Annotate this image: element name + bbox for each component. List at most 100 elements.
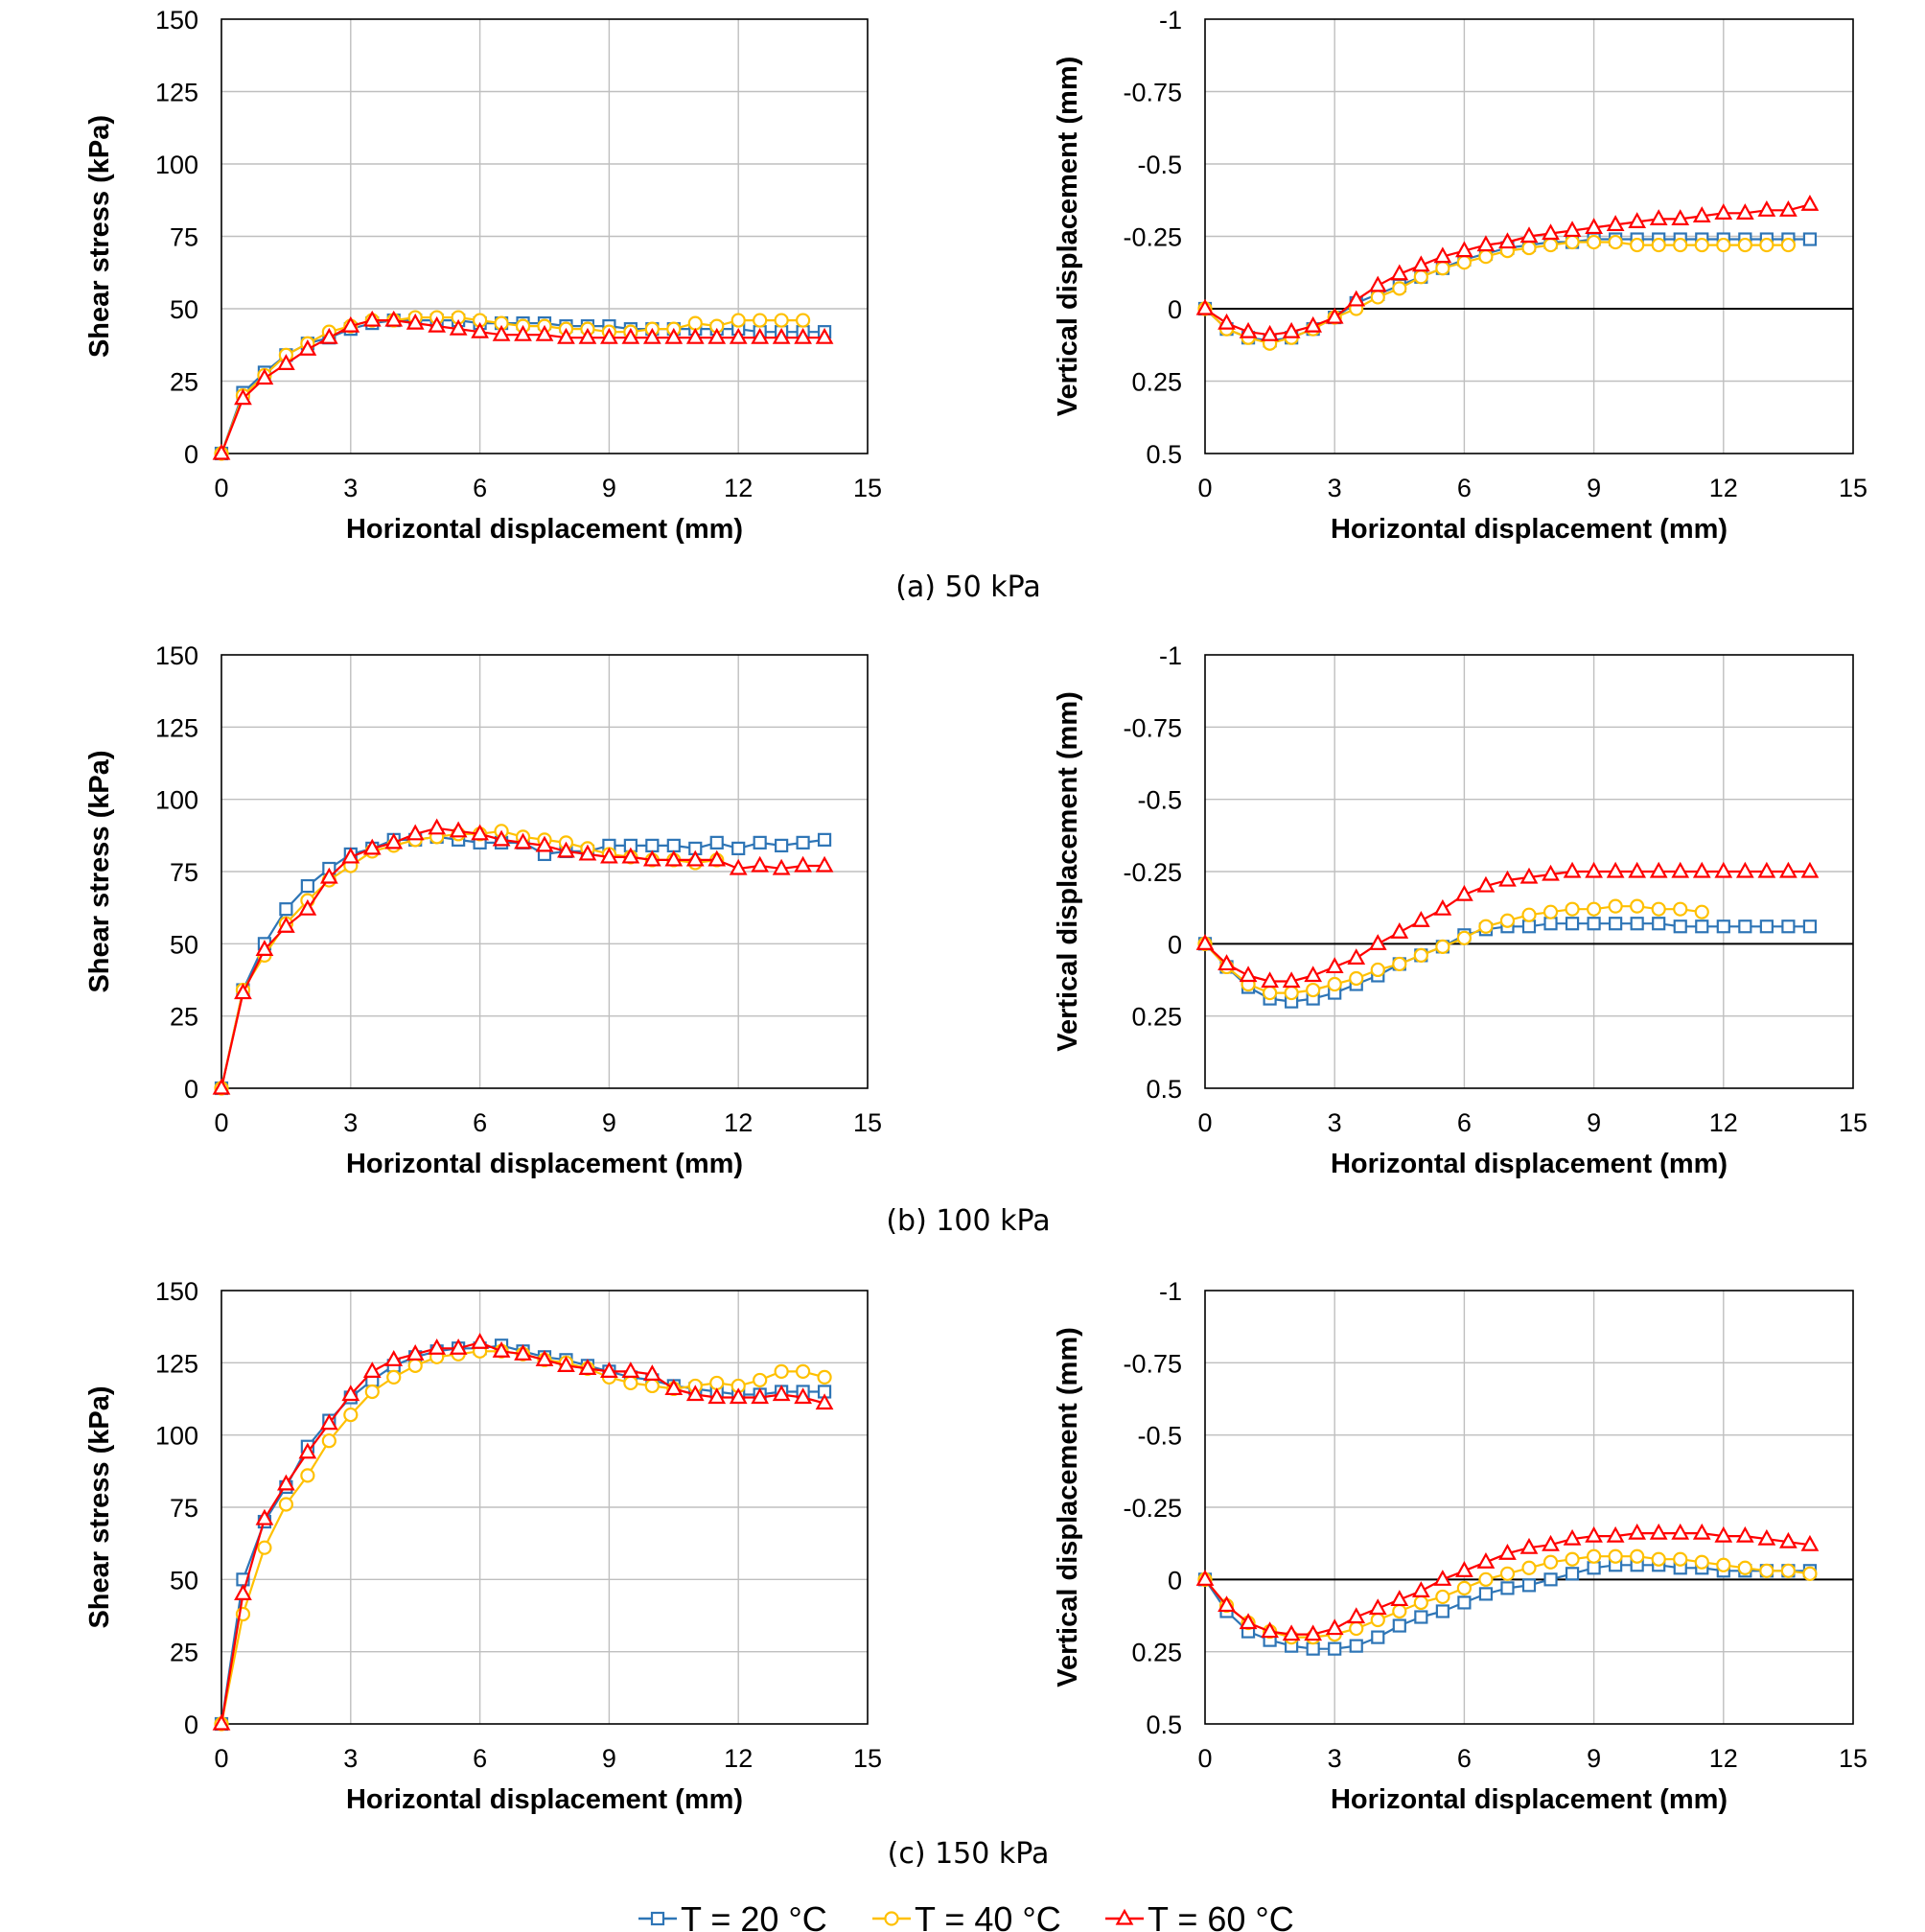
data-point bbox=[751, 855, 770, 873]
y-tick-label: 0 bbox=[1168, 295, 1182, 324]
data-point bbox=[298, 1442, 317, 1459]
data-point bbox=[255, 1508, 274, 1525]
plot-area-frame bbox=[220, 18, 869, 454]
data-point bbox=[578, 1359, 597, 1375]
data-point bbox=[1261, 1621, 1279, 1639]
data-point bbox=[535, 324, 554, 341]
x-tick-label: 0 bbox=[214, 1108, 228, 1137]
data-point bbox=[255, 368, 274, 385]
x-tick-label: 12 bbox=[1709, 474, 1738, 502]
data-point bbox=[1349, 1620, 1364, 1637]
legend-marker-icon bbox=[650, 1911, 665, 1926]
data-point bbox=[1347, 948, 1366, 966]
data-point bbox=[1649, 209, 1668, 225]
x-tick-label: 12 bbox=[724, 1108, 753, 1137]
y-tick-label: -1 bbox=[1159, 641, 1182, 670]
data-point bbox=[1673, 901, 1688, 917]
data-point bbox=[642, 1364, 661, 1381]
data-point bbox=[1606, 215, 1625, 232]
data-point bbox=[1370, 290, 1385, 305]
x-tick-label: 3 bbox=[343, 1744, 358, 1773]
data-point bbox=[1671, 209, 1690, 225]
x-tick-label: 3 bbox=[343, 474, 358, 502]
data-point bbox=[1455, 884, 1473, 901]
data-point bbox=[212, 443, 231, 460]
data-point bbox=[1542, 864, 1560, 881]
x-tick-label: 6 bbox=[1457, 1108, 1472, 1137]
data-point bbox=[1476, 1551, 1496, 1569]
caption-c: (c) 150 kPa bbox=[888, 1837, 1050, 1871]
data-point bbox=[471, 1332, 489, 1349]
data-point bbox=[1499, 1566, 1516, 1581]
data-point bbox=[1282, 1624, 1301, 1641]
gridlines bbox=[1205, 1291, 1853, 1724]
x-tick-label: 0 bbox=[214, 1744, 228, 1773]
data-point bbox=[1478, 1587, 1494, 1601]
data-point bbox=[234, 1584, 252, 1601]
data-point bbox=[600, 327, 618, 344]
x-tick-label: 12 bbox=[724, 474, 753, 502]
data-point bbox=[1304, 1624, 1323, 1641]
data-point bbox=[1628, 861, 1647, 878]
series-line bbox=[1204, 905, 1703, 994]
x-tick-label: 15 bbox=[1839, 1108, 1867, 1137]
data-point bbox=[1325, 1618, 1344, 1636]
data-point bbox=[1392, 1618, 1406, 1633]
data-point bbox=[471, 824, 489, 841]
data-point bbox=[1433, 246, 1452, 264]
y-tick-label: -0.5 bbox=[1137, 786, 1182, 815]
x-tick-label: 6 bbox=[473, 474, 487, 502]
y-tick-label: 50 bbox=[170, 1566, 198, 1594]
data-point bbox=[1456, 255, 1473, 270]
legend-label: T = 60 °C bbox=[1148, 1899, 1294, 1932]
data-point bbox=[1195, 1570, 1215, 1586]
data-point bbox=[1716, 237, 1731, 253]
y-tick-label: 0 bbox=[184, 1075, 198, 1104]
data-point bbox=[1218, 313, 1236, 330]
data-point bbox=[1800, 1534, 1820, 1551]
x-axis-label: Horizontal displacement (mm) bbox=[1331, 1784, 1728, 1815]
data-point bbox=[1542, 904, 1559, 919]
data-point bbox=[815, 327, 834, 344]
data-point bbox=[1714, 203, 1733, 220]
data-point bbox=[666, 838, 681, 852]
data-point bbox=[1649, 1523, 1668, 1540]
data-point bbox=[557, 327, 575, 344]
data-point bbox=[1757, 1528, 1776, 1546]
data-point bbox=[1565, 901, 1580, 917]
y-tick-label: 0 bbox=[184, 440, 198, 469]
series-t60 bbox=[1195, 1523, 1820, 1641]
data-point bbox=[1500, 1581, 1515, 1595]
y-tick-label: 75 bbox=[170, 223, 198, 252]
data-point bbox=[319, 327, 338, 344]
legend: T = 20 °C T = 40 °C T = 60 °C bbox=[638, 1899, 1294, 1932]
data-point bbox=[319, 867, 338, 884]
data-point bbox=[1780, 237, 1797, 253]
data-point bbox=[1498, 232, 1517, 249]
x-tick-label: 3 bbox=[1328, 474, 1342, 502]
data-point bbox=[1433, 898, 1452, 916]
x-axis-label: Horizontal displacement (mm) bbox=[346, 1149, 743, 1179]
y-tick-label: 100 bbox=[155, 1422, 198, 1451]
data-point bbox=[1414, 1610, 1428, 1624]
data-point bbox=[492, 1341, 511, 1358]
data-point bbox=[535, 835, 554, 852]
data-point bbox=[1585, 861, 1603, 878]
data-point bbox=[1735, 861, 1754, 878]
data-point bbox=[386, 1369, 402, 1385]
data-point bbox=[1325, 307, 1344, 324]
data-point bbox=[578, 327, 597, 344]
data-point bbox=[794, 327, 812, 344]
y-tick-label: 0.25 bbox=[1131, 1639, 1182, 1667]
data-point bbox=[1608, 234, 1623, 250]
data-point bbox=[1609, 917, 1623, 931]
data-point bbox=[1759, 919, 1774, 934]
y-tick-label: -1 bbox=[1159, 1277, 1182, 1306]
data-point bbox=[557, 841, 575, 858]
legend-item-t40: T = 40 °C bbox=[872, 1899, 1061, 1932]
data-point bbox=[514, 324, 532, 341]
x-axis-label: Horizontal displacement (mm) bbox=[346, 514, 743, 545]
y-tick-label: -0.25 bbox=[1123, 1494, 1182, 1523]
data-point bbox=[1519, 867, 1539, 884]
